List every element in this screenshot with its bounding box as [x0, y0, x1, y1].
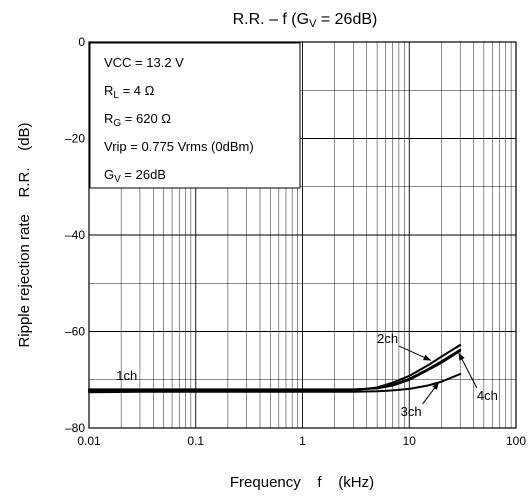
y-tick-label: 0	[78, 35, 85, 49]
y-tick-label: –60	[65, 325, 85, 339]
series-label-3ch: 3ch	[401, 404, 422, 419]
y-tick-label: –20	[65, 132, 85, 146]
series-line-4ch	[88, 348, 462, 392]
annotation-arrowhead-4ch	[458, 352, 465, 361]
y-tick-label: –40	[65, 228, 85, 242]
annotation-arrowhead-3ch	[432, 382, 440, 390]
series-label-4ch: 4ch	[477, 388, 498, 403]
x-axis-label: Frequency f (kHz)	[230, 474, 374, 491]
series-label-2ch: 2ch	[377, 331, 398, 346]
x-tick-label: 1	[299, 434, 306, 448]
x-tick-label: 0.1	[187, 434, 204, 448]
chart-title: R.R. – f (GV = 26dB)	[233, 11, 378, 30]
series-label-1ch: 1ch	[116, 368, 137, 383]
x-tick-labels: 0.01 0.1 1 10 100	[77, 434, 526, 448]
plot-frame	[88, 41, 517, 429]
y-axis-label: Ripple rejection rate R.R. (dB)	[16, 122, 33, 347]
condition-line: VCC = 13.2 V	[104, 55, 184, 70]
conditions-box-frame	[89, 42, 301, 189]
x-tick-label: 100	[506, 434, 526, 448]
y-tick-labels: 0 –20 –40 –60 –80	[65, 35, 85, 435]
series-annotations: 1ch 2ch 3ch 4ch	[116, 331, 498, 419]
series-curves	[88, 344, 462, 394]
y-tick-label: –80	[65, 421, 85, 435]
condition-line: RG = 620 Ω	[104, 111, 171, 129]
series-line-3ch	[88, 373, 462, 394]
x-tick-label: 10	[403, 434, 417, 448]
condition-line: Vrip = 0.775 Vrms (0dBm)	[104, 139, 254, 154]
x-tick-label: 0.01	[77, 434, 101, 448]
annotation-arrowhead-2ch	[423, 354, 432, 361]
